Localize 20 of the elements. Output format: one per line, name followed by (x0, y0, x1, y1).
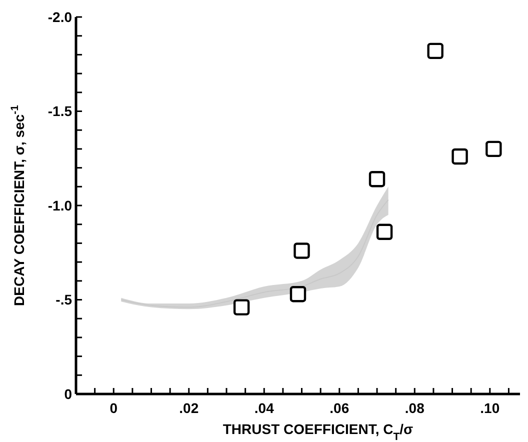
y-tick-label: 0 (64, 386, 72, 402)
point (376, 224, 393, 240)
point (368, 171, 386, 188)
y-tick-label: -.5 (56, 292, 72, 308)
x-tick-label: .08 (404, 400, 425, 416)
x-tick-label: 0 (110, 400, 118, 416)
point (290, 286, 306, 302)
y-tick-label: -1.0 (48, 197, 72, 214)
point (486, 140, 502, 158)
x-axis-title: THRUST COEFFICIENT, C$_{T}$/σ (222, 421, 414, 442)
x-tick-label: .10 (480, 400, 500, 416)
point (233, 299, 250, 316)
x-tick-label: .02 (179, 400, 199, 416)
y-tick-label: -2.0 (48, 8, 72, 25)
x-tick-label: .06 (330, 400, 350, 416)
y-tick-label: -1.5 (48, 103, 72, 120)
point (427, 42, 444, 60)
x-tick-label: .04 (254, 400, 274, 416)
point (452, 148, 468, 165)
point (294, 242, 310, 259)
